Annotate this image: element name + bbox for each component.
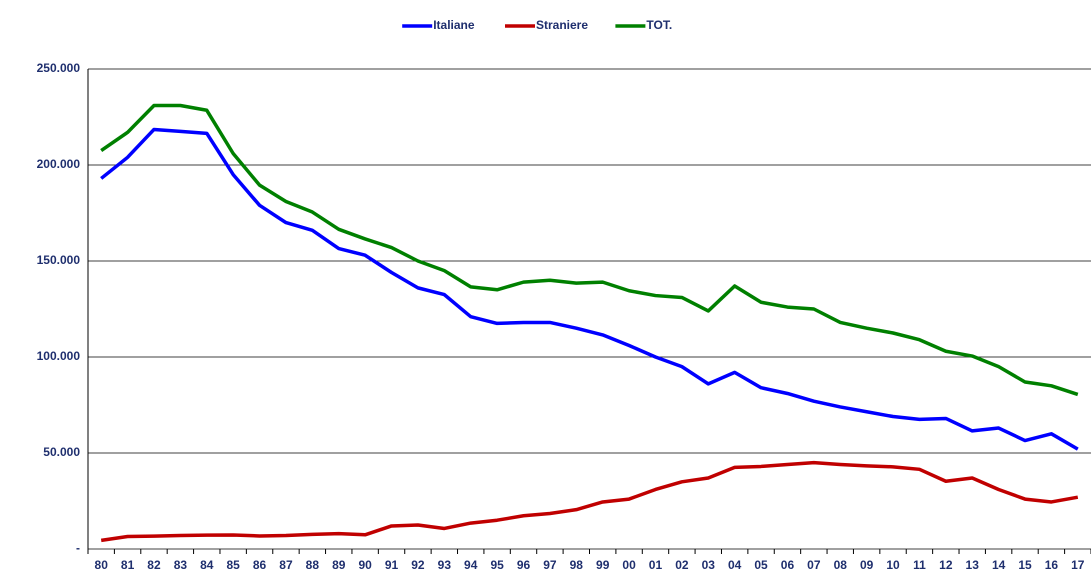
y-tick-label: - — [76, 541, 80, 555]
x-tick-label: 03 — [702, 558, 716, 572]
x-tick-label: 87 — [279, 558, 293, 572]
x-tick-label: 07 — [807, 558, 821, 572]
series-line — [100, 103, 1079, 397]
x-tick-label: 08 — [834, 558, 848, 572]
x-tick-label: 91 — [385, 558, 399, 572]
x-tick-label: 92 — [411, 558, 425, 572]
x-tick-label: 16 — [1045, 558, 1059, 572]
x-tick-label: 89 — [332, 558, 346, 572]
x-tick-label: 01 — [649, 558, 663, 572]
x-tick-label: 00 — [622, 558, 636, 572]
x-tick-label: 11 — [913, 558, 926, 572]
x-tick-label: 06 — [781, 558, 795, 572]
x-tick-label: 12 — [939, 558, 953, 572]
x-tick-label: 86 — [253, 558, 267, 572]
x-tick-label: 95 — [490, 558, 504, 572]
legend-label: TOT. — [646, 18, 672, 32]
series-line — [100, 127, 1079, 451]
x-tick-label: 02 — [675, 558, 689, 572]
x-tick-label: 96 — [517, 558, 531, 572]
x-tick-label: 14 — [992, 558, 1006, 572]
x-tick-label: 13 — [966, 558, 980, 572]
y-tick-label: 150.000 — [37, 253, 81, 267]
y-tick-label: 250.000 — [37, 61, 81, 75]
series-line — [100, 460, 1079, 543]
x-tick-label: 84 — [200, 558, 214, 572]
x-tick-label: 88 — [306, 558, 320, 572]
x-tick-label: 82 — [147, 558, 161, 572]
x-tick-label: 97 — [543, 558, 557, 572]
x-tick-label: 04 — [728, 558, 742, 572]
y-tick-label: 200.000 — [37, 157, 81, 171]
x-tick-label: 93 — [438, 558, 452, 572]
x-tick-label: 17 — [1071, 558, 1085, 572]
x-tick-label: 85 — [226, 558, 240, 572]
legend-label: Italiane — [433, 18, 475, 32]
x-tick-label: 81 — [121, 558, 135, 572]
x-tick-label: 09 — [860, 558, 874, 572]
x-tick-label: 98 — [570, 558, 584, 572]
x-tick-label: 83 — [174, 558, 188, 572]
y-tick-label: 50.000 — [43, 445, 80, 459]
x-tick-label: 15 — [1018, 558, 1032, 572]
x-tick-label: 99 — [596, 558, 610, 572]
x-tick-label: 90 — [358, 558, 372, 572]
x-tick-label: 05 — [754, 558, 768, 572]
x-tick-label: 10 — [886, 558, 900, 572]
legend-label: Straniere — [536, 18, 588, 32]
x-tick-label: 80 — [95, 558, 109, 572]
x-tick-label: 94 — [464, 558, 478, 572]
y-tick-label: 100.000 — [37, 349, 81, 363]
